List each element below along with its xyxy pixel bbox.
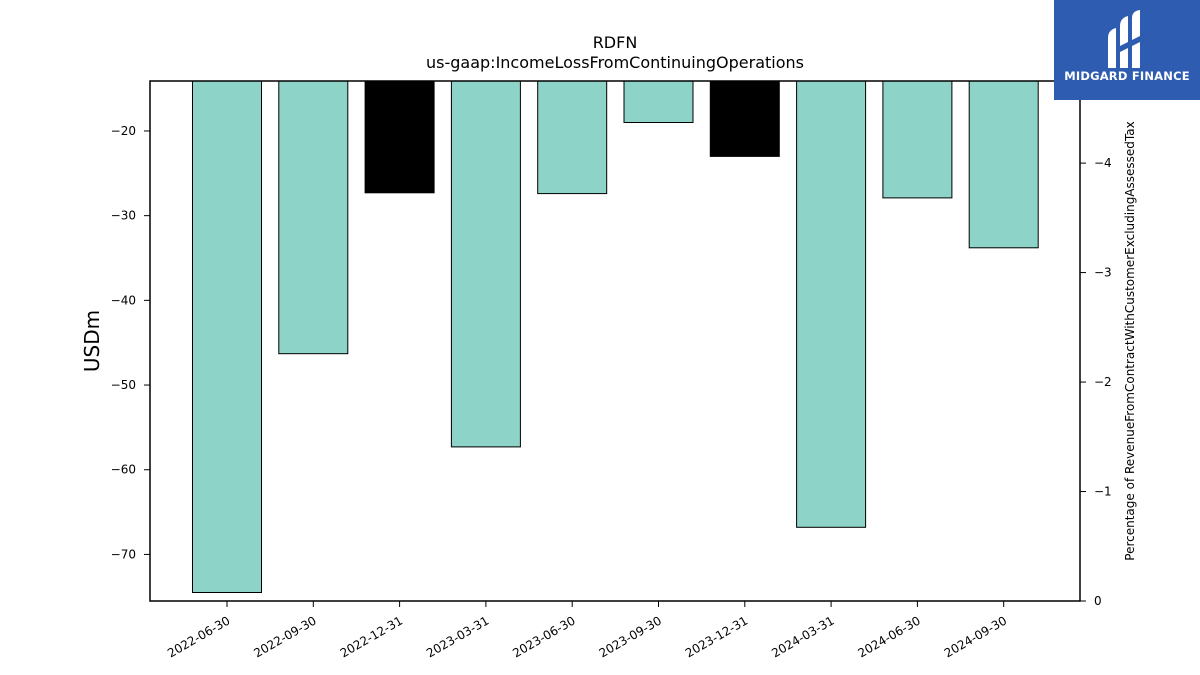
x-tick-label: 2024-03-31	[769, 613, 836, 660]
y-tick-label: −50	[111, 378, 136, 392]
x-tick-label: 2022-09-30	[251, 613, 318, 660]
y-tick-label: −40	[111, 293, 136, 307]
plot-frame	[149, 80, 1081, 602]
x-tick-label: 2023-09-30	[597, 613, 664, 660]
x-tick-label: 2023-12-31	[683, 613, 750, 660]
y2-tick-label: −3	[1094, 266, 1112, 280]
bar-2023-12-31	[709, 80, 780, 157]
x-tick-label: 2024-09-30	[942, 613, 1009, 660]
bar-2023-09-30	[623, 80, 694, 123]
y-tick-label: −30	[111, 209, 136, 223]
y2-axis-label: Percentage of RevenueFromContractWithCus…	[1123, 121, 1137, 560]
right-axis: 0 −1 −2 −3 −4	[1080, 156, 1112, 608]
x-tick-label: 2023-06-30	[510, 613, 577, 660]
bar-2023-06-30	[537, 80, 608, 195]
x-axis: 2022-06-30 2022-09-30 2022-12-31 2023-03-31…	[165, 601, 1009, 660]
chart-title: RDFN	[593, 33, 638, 52]
brand-name: MIDGARD FINANCE	[1064, 69, 1190, 83]
midgard-logo-icon	[1108, 10, 1140, 68]
bar-2022-09-30	[278, 80, 349, 355]
x-tick-label: 2022-06-30	[165, 613, 232, 660]
brand-logo: MIDGARD FINANCE	[1054, 0, 1200, 100]
x-tick-label: 2022-12-31	[338, 613, 405, 660]
y-tick-label: −20	[111, 124, 136, 138]
bar-2024-09-30	[968, 80, 1039, 249]
y-tick-label: −70	[111, 547, 136, 561]
x-tick-label: 2023-03-31	[424, 613, 491, 660]
chart-subtitle: us-gaap:IncomeLossFromContinuingOperatio…	[426, 53, 804, 72]
y2-tick-label: −1	[1094, 485, 1112, 499]
y2-tick-label: −4	[1094, 156, 1112, 170]
bar-2024-03-31	[796, 80, 867, 528]
x-tick-label: 2024-06-30	[855, 613, 922, 660]
left-axis: −70 −60 −50 −40 −30 −20	[111, 124, 150, 561]
bar-2024-06-30	[882, 80, 953, 199]
y2-tick-label: −2	[1094, 375, 1112, 389]
bar-2023-03-31	[450, 80, 521, 448]
y2-tick-label: 0	[1094, 594, 1102, 608]
bar-2022-06-30	[192, 80, 262, 593]
bar-2022-12-31	[364, 80, 435, 194]
y-tick-label: −60	[111, 463, 136, 477]
y-axis-label: USDm	[80, 310, 104, 372]
bars-group	[192, 80, 1039, 593]
